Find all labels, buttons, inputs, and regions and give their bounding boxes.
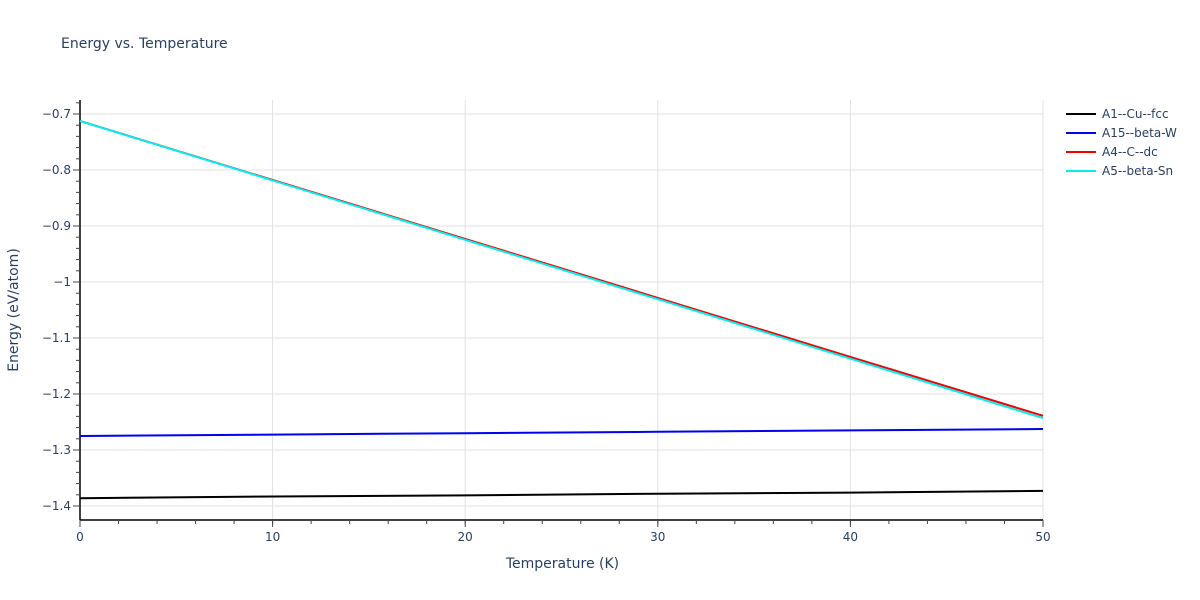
y-tick-label: −1.3 — [42, 443, 71, 457]
axes: −0.7 −0.8 −0.9 −1 −1.1 −1.2 −1.3 −1.4 0 10 20 30 40 5… — [42, 100, 1051, 544]
legend-swatch-icon — [1066, 169, 1096, 172]
x-tick-label: 50 — [1035, 530, 1050, 544]
legend-item[interactable]: A4--C--dc — [1066, 142, 1177, 161]
x-tick-label: 20 — [458, 530, 473, 544]
legend-label: A1--Cu--fcc — [1102, 106, 1169, 121]
x-tick-label: 0 — [76, 530, 84, 544]
legend-swatch-icon — [1066, 131, 1096, 134]
legend-item[interactable]: A1--Cu--fcc — [1066, 104, 1177, 123]
x-axis-title: Temperature (K) — [505, 556, 619, 572]
x-tick-label: 10 — [265, 530, 280, 544]
gridlines — [80, 100, 1044, 520]
y-axis-title: Energy (eV/atom) — [6, 248, 22, 372]
legend: A1--Cu--fcc A15--beta-W A4--C--dc A5--beta-… — [1066, 104, 1177, 180]
legend-item[interactable]: A15--beta-W — [1066, 123, 1177, 142]
series-line-a15-beta-w — [79, 428, 1044, 437]
series-line-a1-cu-fcc — [79, 489, 1044, 500]
y-tick-label: −1.2 — [42, 387, 71, 401]
legend-item[interactable]: A5--beta-Sn — [1066, 161, 1177, 180]
x-tick-label: 40 — [843, 530, 858, 544]
y-tick-label: −1 — [53, 275, 71, 289]
legend-label: A5--beta-Sn — [1102, 163, 1174, 178]
chart-title: Energy vs. Temperature — [61, 36, 228, 52]
legend-swatch-icon — [1066, 150, 1096, 153]
y-tick-label: −0.7 — [42, 107, 71, 121]
y-tick-label: −1.1 — [42, 331, 71, 345]
legend-swatch-icon — [1066, 112, 1096, 115]
y-tick-label: −1.4 — [42, 499, 71, 513]
legend-label: A15--beta-W — [1102, 125, 1177, 140]
x-tick-label: 30 — [650, 530, 665, 544]
series-line-a5-beta-sn — [79, 120, 1044, 420]
series-lines — [79, 120, 1044, 500]
y-tick-label: −0.8 — [42, 163, 71, 177]
legend-label: A4--C--dc — [1102, 144, 1158, 159]
y-tick-label: −0.9 — [42, 219, 71, 233]
